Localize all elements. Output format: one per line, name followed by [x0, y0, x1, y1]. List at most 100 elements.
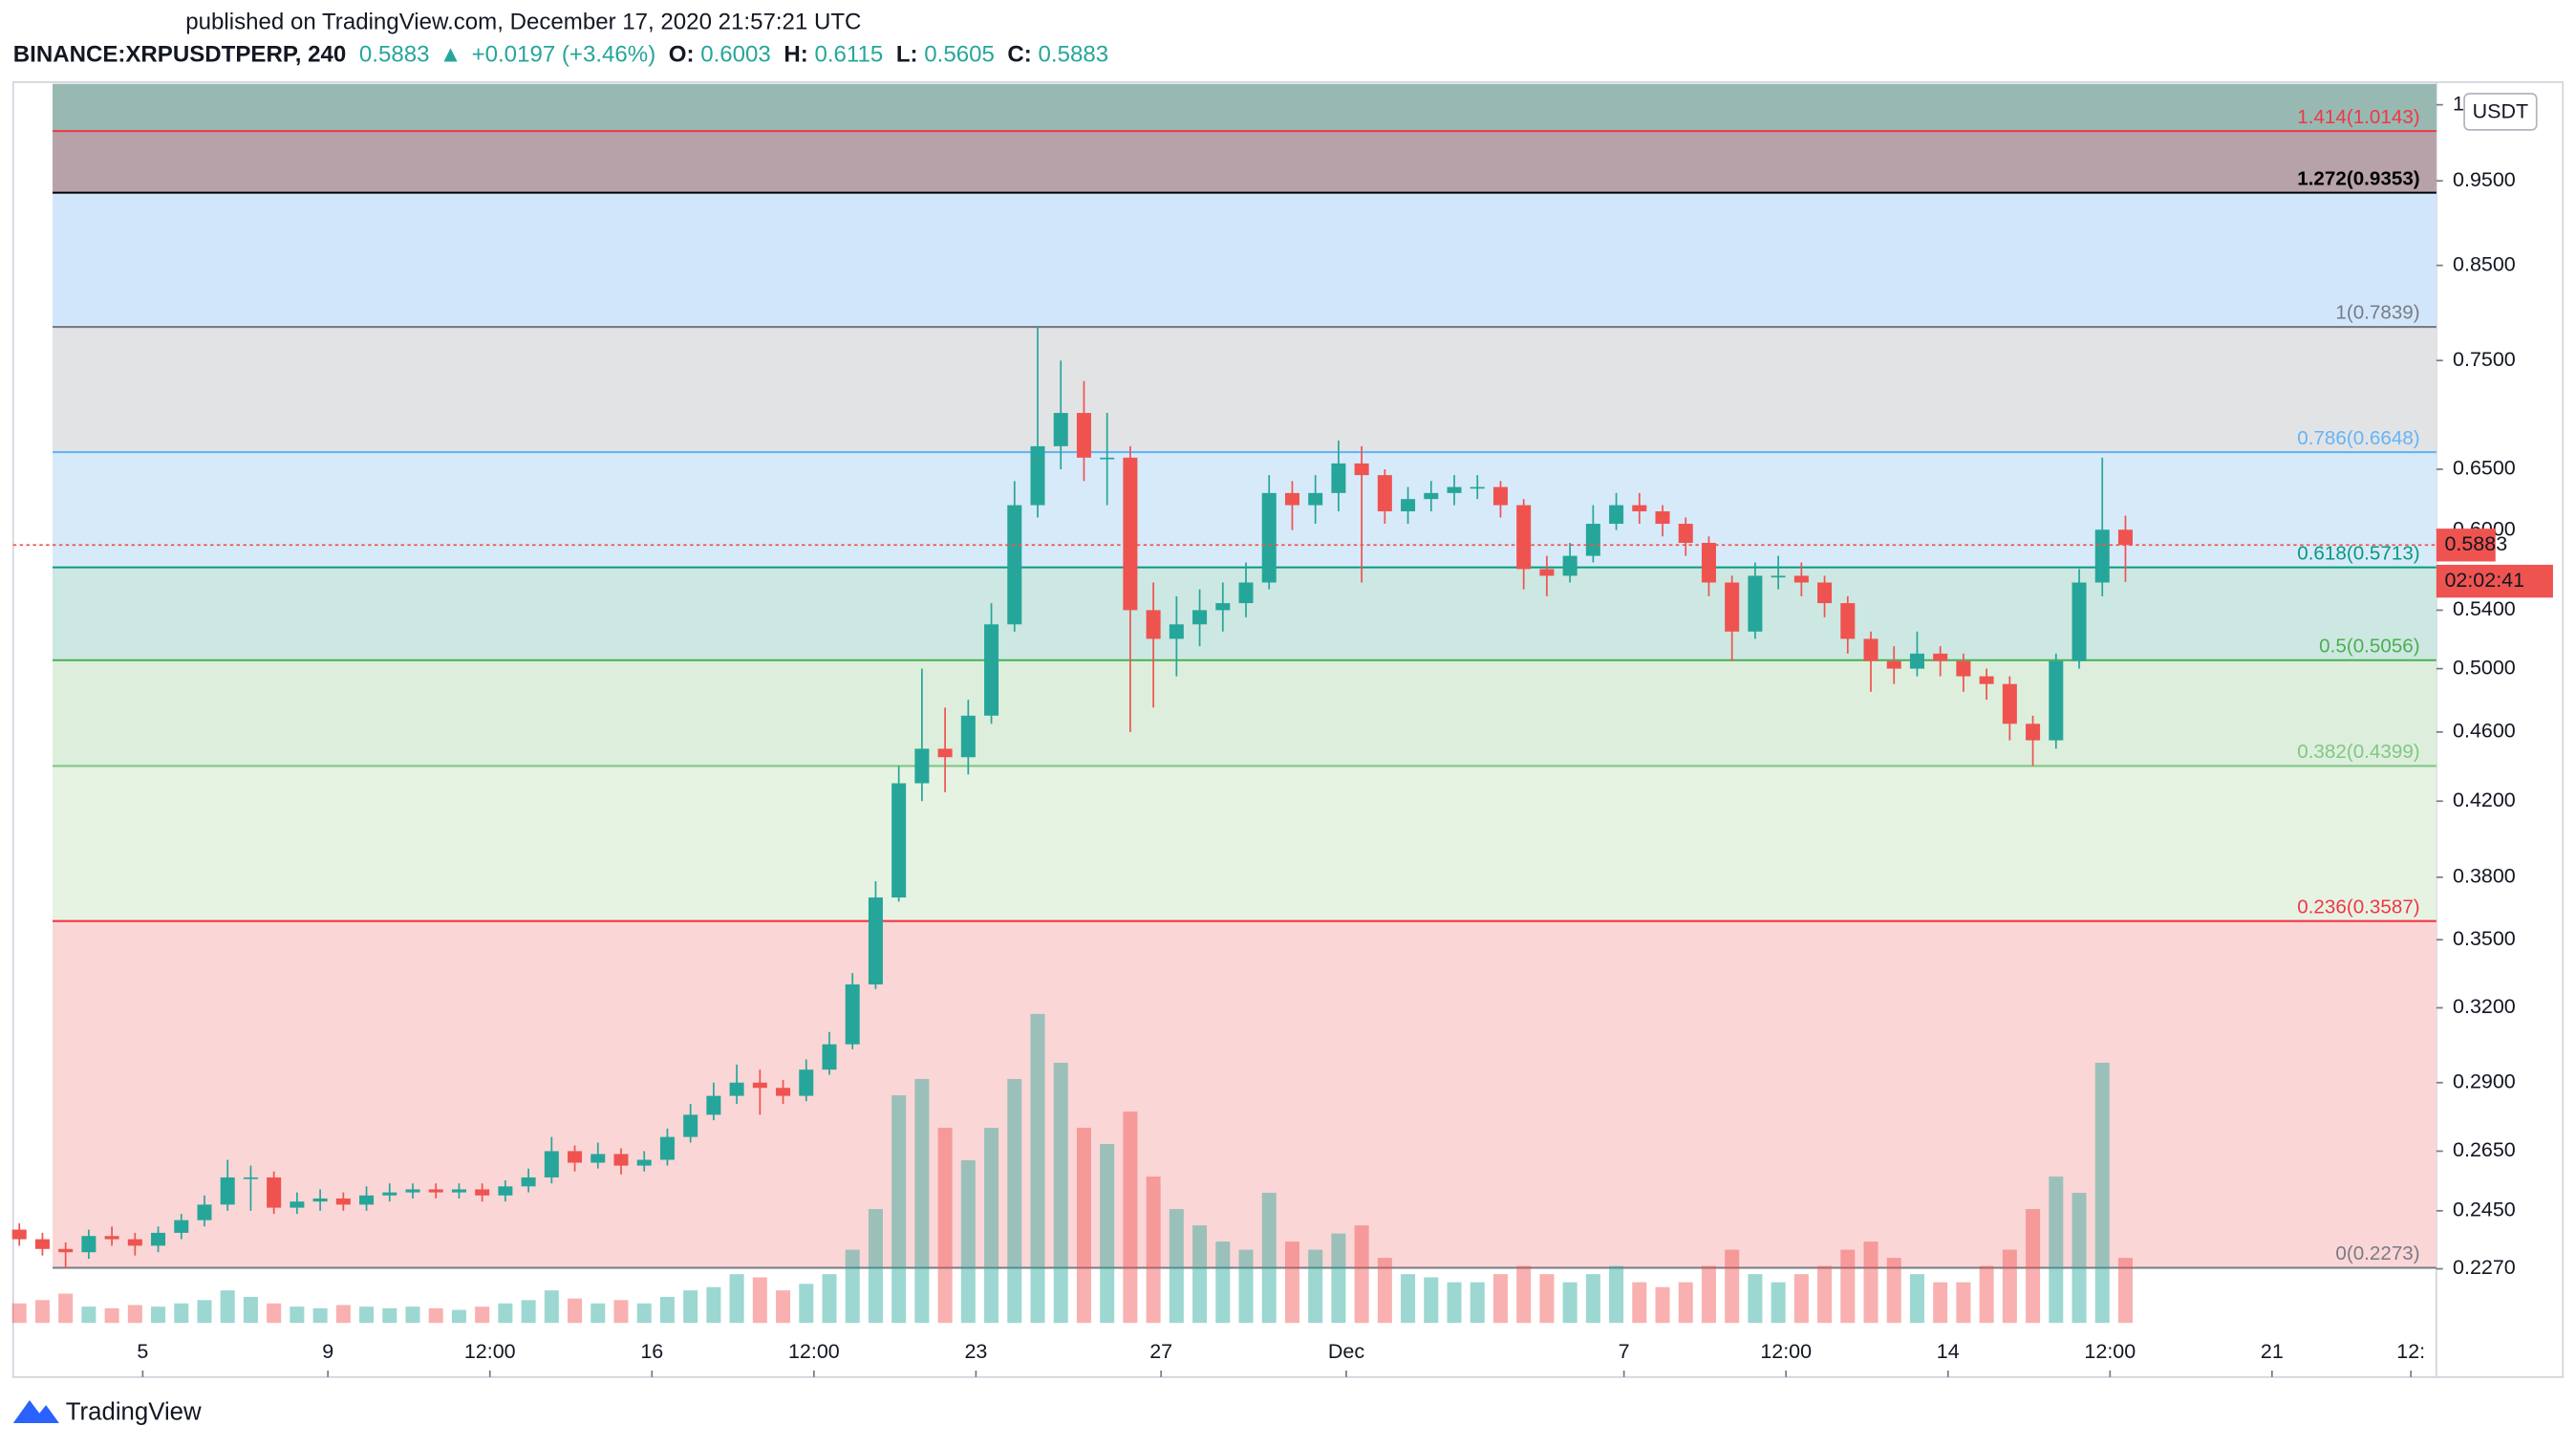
symbol-line: BINANCE:XRPUSDTPERP, 240 0.5883 ▲ +0.019…: [13, 42, 1108, 68]
candle-body: [290, 1201, 305, 1208]
candle-body: [428, 1189, 443, 1193]
fib-label: 0(0.2273): [2335, 1242, 2419, 1264]
volume-bar: [1308, 1249, 1323, 1324]
y-tick-label: 0.5400: [2453, 597, 2516, 620]
currency-box: [2463, 93, 2538, 131]
candle-body: [1146, 610, 1161, 639]
countdown-box: [2436, 564, 2553, 598]
brand: TradingView: [66, 1399, 202, 1426]
candle-body: [1424, 492, 1439, 500]
candle-body: [568, 1151, 583, 1163]
candle-body: [1655, 510, 1670, 525]
volume-bar: [1331, 1233, 1346, 1324]
candle-body: [1863, 638, 1878, 661]
y-tick-label: 0.2270: [2453, 1256, 2516, 1279]
volume-bar: [636, 1303, 652, 1324]
x-tick-label: 27: [1149, 1340, 1172, 1363]
volume-bar: [220, 1290, 235, 1324]
candle-body: [1192, 610, 1208, 625]
volume-bar: [937, 1127, 953, 1324]
candle-body: [1492, 486, 1508, 506]
volume-bar: [1725, 1249, 1740, 1324]
candle-body: [220, 1177, 235, 1205]
ohlc-value: 0.5883: [1039, 42, 1109, 68]
volume-bar: [359, 1307, 375, 1324]
volume-bar: [1192, 1225, 1208, 1324]
volume-bar: [1169, 1209, 1184, 1324]
ohlc-value: 0.6115: [814, 42, 883, 68]
volume-bar: [845, 1249, 860, 1324]
candle-body: [1238, 582, 1254, 604]
volume-bar: [1632, 1282, 1647, 1324]
volume-bar: [2002, 1249, 2017, 1324]
fib-band: [53, 327, 2436, 453]
volume-bar: [151, 1307, 166, 1324]
volume-bar: [613, 1300, 629, 1324]
ohlc-label: H:: [784, 42, 807, 68]
candle-body: [1771, 575, 1786, 578]
candle-body: [1909, 653, 1924, 669]
volume-bar: [2072, 1193, 2087, 1324]
candle-body: [1539, 569, 1555, 576]
candle-body: [1354, 463, 1369, 476]
y-tick-label: 0.3500: [2453, 927, 2516, 950]
volume-bar: [1863, 1242, 1878, 1324]
y-tick-label: 0.4200: [2453, 788, 2516, 811]
candle-body: [127, 1239, 142, 1246]
candle-body: [81, 1236, 97, 1253]
candle-body: [1447, 486, 1462, 493]
ohlc-label: O:: [669, 42, 695, 68]
volume-bar: [1215, 1242, 1231, 1324]
x-tick-label: 7: [1619, 1340, 1630, 1363]
y-tick-label: 0.3800: [2453, 865, 2516, 888]
volume-bar: [498, 1303, 513, 1324]
candle-body: [34, 1239, 50, 1249]
volume-bar: [11, 1303, 27, 1324]
fib-label: 0.382(0.4399): [2297, 741, 2419, 763]
volume-bar: [475, 1307, 490, 1324]
change-arrow: ▲: [440, 42, 462, 68]
x-tick-label: 12:00: [464, 1340, 516, 1363]
candle-body: [475, 1189, 490, 1196]
candle-body: [1470, 486, 1485, 489]
volume-bar: [382, 1307, 397, 1324]
volume-bar: [1401, 1274, 1416, 1324]
x-tick-label: 12:00: [788, 1340, 840, 1363]
volume-bar: [451, 1309, 466, 1324]
volume-bar: [1377, 1258, 1392, 1324]
volume-bar: [1284, 1242, 1299, 1324]
logo[interactable]: TradingView: [12, 1399, 202, 1426]
fib-label: 0.786(0.6648): [2297, 427, 2419, 449]
volume-bar: [428, 1307, 443, 1324]
volume-bar: [2117, 1258, 2133, 1324]
volume-bar: [1956, 1282, 1971, 1324]
volume-bar: [1053, 1062, 1068, 1324]
volume-bar: [2049, 1177, 2064, 1324]
candle-body: [1261, 492, 1277, 583]
volume-bar: [1701, 1265, 1716, 1324]
volume-bar: [1933, 1282, 1948, 1324]
candle-body: [1169, 624, 1184, 639]
ohlc-value: 0.5605: [924, 42, 995, 68]
candle-body: [1701, 542, 1716, 583]
volume-bar: [1562, 1282, 1578, 1324]
volume-bar: [1539, 1274, 1555, 1324]
x-tick-label: 16: [640, 1340, 663, 1363]
candle-body: [1725, 582, 1740, 632]
volume-bar: [1585, 1274, 1600, 1324]
candle-body: [104, 1236, 119, 1240]
x-tick-label: 12:: [2396, 1340, 2425, 1363]
candle-body: [359, 1195, 375, 1205]
logo-icon: [12, 1399, 59, 1424]
fib-band: [53, 659, 2436, 767]
candle-body: [521, 1177, 536, 1187]
candle-body: [914, 748, 930, 784]
x-tick-label: 21: [2261, 1340, 2284, 1363]
volume-bar: [34, 1300, 50, 1324]
fib-band: [53, 83, 2436, 132]
fib-label: 0.618(0.5713): [2297, 542, 2419, 564]
volume-bar: [197, 1300, 212, 1324]
candle-body: [590, 1154, 606, 1163]
change: +0.0197 (+3.46%): [472, 42, 656, 68]
